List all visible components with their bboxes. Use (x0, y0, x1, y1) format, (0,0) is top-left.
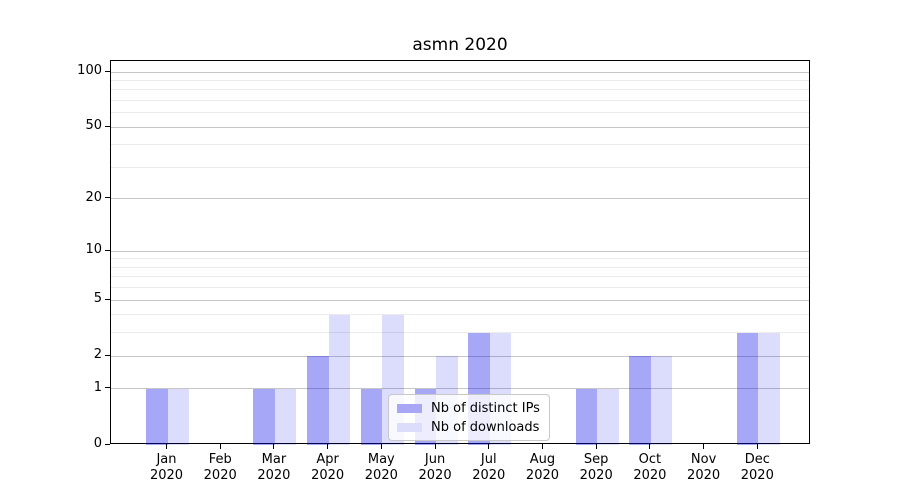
y-tick-mark (105, 249, 110, 251)
y-axis-tick-label: 50 (85, 118, 102, 134)
legend-label-distinct-ips: Nb of distinct IPs (431, 400, 540, 416)
y-axis-tick-label: 10 (85, 242, 102, 258)
x-axis-tick-label: Feb 2020 (203, 452, 237, 483)
x-axis-tick-label: Jan 2020 (149, 452, 184, 483)
x-axis-tick-label: Apr 2020 (311, 452, 345, 483)
y-axis-tick-label: 20 (85, 189, 102, 205)
gridline-minor (111, 276, 809, 278)
legend-item-downloads: Nb of downloads (397, 419, 540, 435)
x-tick-mark (649, 444, 651, 449)
x-axis-tick-label: Oct 2020 (633, 452, 667, 483)
gridline-major (111, 198, 809, 200)
gridline-major (111, 71, 809, 73)
x-tick-mark (327, 444, 329, 449)
gridline-major (111, 250, 809, 252)
bar-distinct-ips-may (360, 388, 383, 445)
y-tick-mark (105, 387, 110, 389)
y-tick-mark (105, 197, 110, 199)
legend: Nb of distinct IPs Nb of downloads (388, 394, 550, 441)
y-tick-mark (105, 125, 110, 127)
x-tick-mark (434, 444, 436, 449)
gridline-major (111, 355, 809, 357)
gridline-major (111, 126, 809, 128)
x-tick-mark (488, 444, 490, 449)
x-tick-mark (219, 444, 221, 449)
y-axis-tick-label: 1 (93, 379, 102, 395)
bar-downloads-apr (328, 314, 351, 445)
gridline-minor (111, 144, 809, 146)
x-tick-mark (703, 444, 705, 449)
legend-swatch-downloads (397, 422, 422, 432)
gridline-minor (111, 112, 809, 114)
x-axis-tick-label: Nov 2020 (687, 452, 721, 483)
legend-item-distinct-ips: Nb of distinct IPs (397, 400, 540, 416)
y-tick-mark (105, 70, 110, 72)
x-axis-tick-label: May 2020 (364, 452, 398, 483)
legend-label-downloads: Nb of downloads (431, 419, 540, 435)
gridline-minor (111, 166, 809, 168)
legend-swatch-distinct-ips (397, 403, 422, 413)
x-tick-mark (273, 444, 275, 449)
x-axis-tick-label: Sep 2020 (579, 452, 613, 483)
y-tick-mark (105, 443, 110, 445)
gridline-minor (111, 258, 809, 260)
x-tick-mark (756, 444, 758, 449)
bar-downloads-sep (597, 388, 619, 445)
bar-distinct-ips-mar (253, 388, 275, 445)
gridline-minor (111, 79, 809, 81)
x-axis-tick-label: Jun 2020 (418, 452, 452, 483)
x-tick-mark (541, 444, 543, 449)
bar-distinct-ips-apr (307, 356, 329, 445)
x-axis-tick-label: Aug 2020 (525, 452, 560, 483)
gridline-minor (111, 266, 809, 268)
gridline-major (111, 299, 809, 301)
plot-area (110, 60, 810, 445)
y-axis-tick-label: 0 (93, 436, 102, 451)
x-axis-tick-label: Mar 2020 (257, 452, 291, 483)
bar-downloads-jan (167, 388, 189, 445)
bar-distinct-ips-oct (629, 356, 651, 445)
x-tick-mark (166, 444, 167, 449)
gridline-minor (111, 89, 809, 91)
bar-distinct-ips-dec (736, 332, 759, 445)
bar-downloads-mar (274, 388, 297, 445)
y-axis-tick-label: 5 (93, 291, 102, 307)
bar-downloads-oct (650, 356, 673, 445)
gridline-minor (111, 332, 809, 334)
y-tick-mark (105, 354, 110, 356)
gridline-minor (111, 314, 809, 316)
gridline-major (111, 388, 809, 390)
bar-downloads-dec (758, 332, 780, 445)
gridline-minor (111, 99, 809, 101)
gridline-minor (111, 287, 809, 289)
x-tick-mark (380, 444, 382, 449)
x-axis-tick-label: Jul 2020 (472, 452, 506, 483)
bar-distinct-ips-sep (575, 388, 598, 445)
bar-distinct-ips-jan (146, 388, 168, 445)
x-axis-tick-label: Dec 2020 (740, 452, 774, 483)
x-tick-mark (595, 444, 597, 449)
y-tick-mark (105, 298, 110, 300)
y-axis-tick-label: 2 (93, 347, 102, 363)
chart-title: asmn 2020 (412, 35, 508, 55)
y-axis-tick-label: 100 (77, 63, 102, 78)
